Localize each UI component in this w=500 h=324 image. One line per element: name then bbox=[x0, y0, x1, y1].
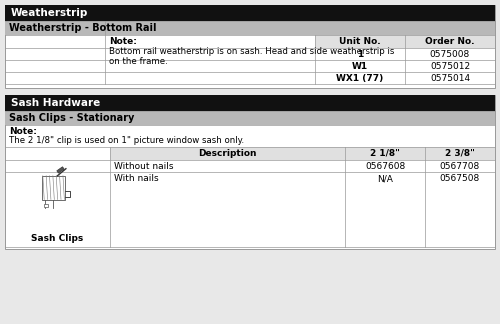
Text: Bottom rail weatherstrip is on sash. Head and side weatherstrip is: Bottom rail weatherstrip is on sash. Hea… bbox=[109, 47, 395, 56]
Bar bbox=[425, 147, 495, 160]
Text: on the frame.: on the frame. bbox=[109, 57, 168, 66]
Bar bbox=[5, 111, 495, 125]
Text: The 2 1/8" clip is used on 1" picture window sash only.: The 2 1/8" clip is used on 1" picture wi… bbox=[9, 136, 244, 145]
Text: Description: Description bbox=[198, 149, 257, 158]
Text: Weatherstrip - Bottom Rail: Weatherstrip - Bottom Rail bbox=[9, 23, 156, 33]
Text: 1: 1 bbox=[357, 50, 363, 59]
Text: 2 1/8": 2 1/8" bbox=[370, 149, 400, 158]
Bar bbox=[405, 35, 495, 48]
Text: 2 3/8": 2 3/8" bbox=[445, 149, 475, 158]
Bar bbox=[315, 35, 405, 48]
Text: WX1 (77): WX1 (77) bbox=[336, 74, 384, 83]
Bar bbox=[5, 95, 495, 249]
Text: W1: W1 bbox=[352, 62, 368, 71]
Text: Weatherstrip: Weatherstrip bbox=[11, 8, 88, 18]
Text: Unit No.: Unit No. bbox=[339, 37, 381, 46]
Text: Without nails: Without nails bbox=[114, 162, 174, 171]
Bar bbox=[5, 21, 495, 35]
Text: 0567608: 0567608 bbox=[365, 162, 405, 171]
Text: 0575014: 0575014 bbox=[430, 74, 470, 83]
Text: Order No.: Order No. bbox=[425, 37, 475, 46]
Bar bbox=[5, 5, 495, 88]
Bar bbox=[5, 5, 495, 21]
Text: Note:: Note: bbox=[9, 127, 37, 136]
Text: Sash Clips - Stationary: Sash Clips - Stationary bbox=[9, 113, 134, 123]
Polygon shape bbox=[42, 176, 64, 200]
Text: Sash Clips: Sash Clips bbox=[32, 234, 84, 243]
Bar bbox=[44, 204, 49, 207]
Text: Note:: Note: bbox=[109, 37, 137, 46]
Text: Sash Hardware: Sash Hardware bbox=[11, 98, 100, 108]
Bar bbox=[110, 147, 345, 160]
Bar bbox=[345, 147, 425, 160]
Text: N/A: N/A bbox=[377, 174, 393, 183]
Bar bbox=[5, 95, 495, 111]
Text: 0567708: 0567708 bbox=[440, 162, 480, 171]
Text: 0567508: 0567508 bbox=[440, 174, 480, 183]
Text: 0575008: 0575008 bbox=[430, 50, 470, 59]
Bar bbox=[57, 167, 64, 173]
Text: 0575012: 0575012 bbox=[430, 62, 470, 71]
Text: With nails: With nails bbox=[114, 174, 158, 183]
